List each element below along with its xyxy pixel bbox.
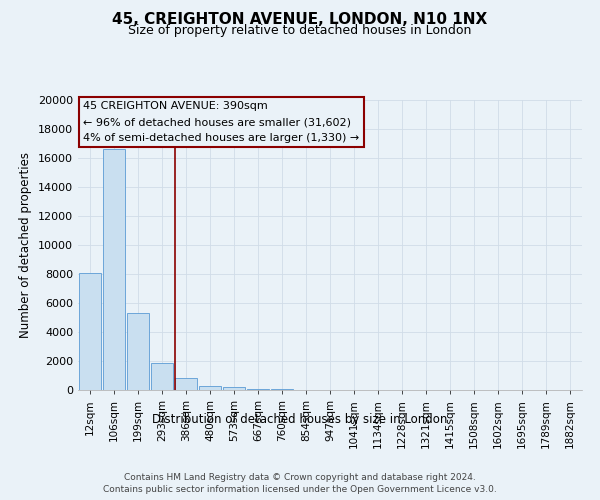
- Text: 45, CREIGHTON AVENUE, LONDON, N10 1NX: 45, CREIGHTON AVENUE, LONDON, N10 1NX: [112, 12, 488, 28]
- Bar: [103, 150, 125, 390]
- Bar: [175, 378, 197, 390]
- Text: Size of property relative to detached houses in London: Size of property relative to detached ho…: [128, 24, 472, 37]
- Text: Contains public sector information licensed under the Open Government Licence v3: Contains public sector information licen…: [103, 485, 497, 494]
- Bar: [223, 387, 245, 390]
- Bar: [247, 388, 269, 390]
- Bar: [127, 313, 149, 390]
- Bar: [79, 272, 101, 390]
- Y-axis label: Number of detached properties: Number of detached properties: [19, 152, 32, 338]
- Text: 45 CREIGHTON AVENUE: 390sqm
← 96% of detached houses are smaller (31,602)
4% of : 45 CREIGHTON AVENUE: 390sqm ← 96% of det…: [83, 102, 359, 142]
- Text: Distribution of detached houses by size in London: Distribution of detached houses by size …: [152, 412, 448, 426]
- Bar: [151, 363, 173, 390]
- Bar: [199, 386, 221, 390]
- Text: Contains HM Land Registry data © Crown copyright and database right 2024.: Contains HM Land Registry data © Crown c…: [124, 472, 476, 482]
